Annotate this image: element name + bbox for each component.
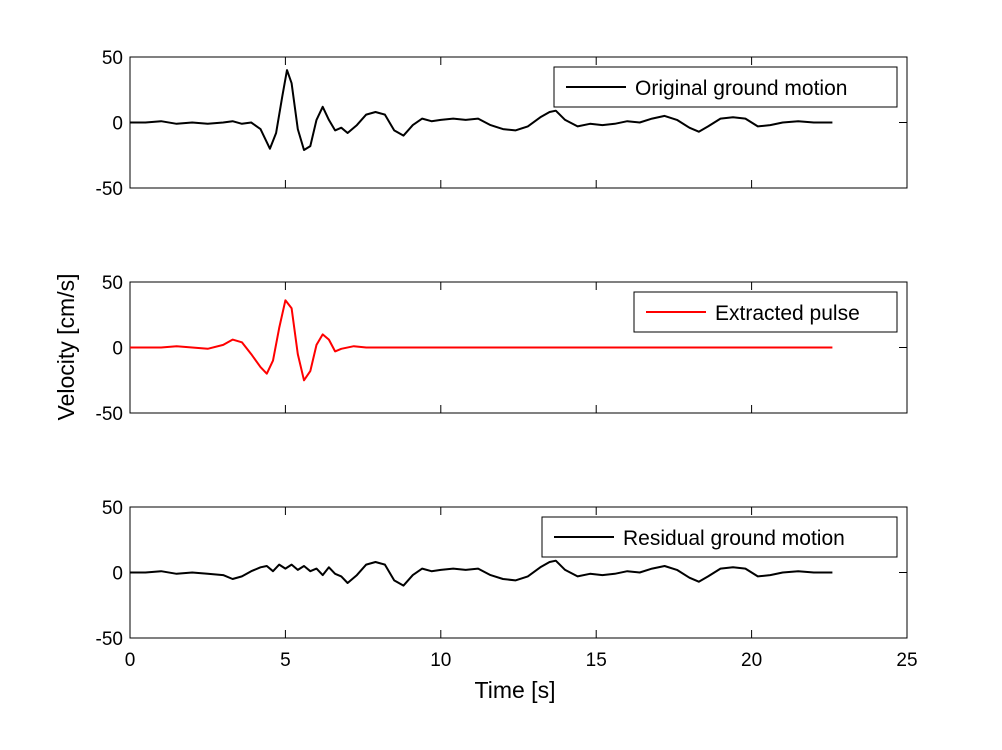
y-tick-label: 50 — [102, 498, 123, 519]
y-tick-label: 0 — [112, 564, 123, 585]
series-line-3 — [130, 559, 833, 587]
x-axis-label: Time [s] — [475, 677, 556, 703]
y-tick-label: 50 — [102, 273, 123, 294]
panel-2: -50 0 50 Extracted pulse — [96, 273, 908, 425]
x-tick-label: 0 — [125, 650, 136, 671]
x-tick-label: 5 — [280, 650, 291, 671]
legend-label: Extracted pulse — [715, 302, 860, 325]
x-tick-label: 10 — [430, 650, 451, 671]
y-axis-label: Velocity [cm/s] — [53, 274, 79, 421]
series-line-2 — [130, 299, 833, 382]
y-tick-label: 0 — [112, 339, 123, 360]
y-tick-label: 50 — [102, 48, 123, 69]
y-tick-label: -50 — [96, 404, 123, 425]
y-tick-label: -50 — [96, 179, 123, 200]
y-tick-label: 0 — [112, 114, 123, 135]
panel-1: -50 0 50 Original ground motion — [96, 48, 908, 200]
y-tick-label: -50 — [96, 629, 123, 650]
legend-label: Residual ground motion — [623, 527, 845, 550]
x-tick-label: 25 — [896, 650, 917, 671]
series-line-1 — [130, 69, 833, 151]
x-tick-label: 20 — [741, 650, 762, 671]
x-tick-label: 15 — [586, 650, 607, 671]
legend-label: Original ground motion — [635, 77, 847, 100]
